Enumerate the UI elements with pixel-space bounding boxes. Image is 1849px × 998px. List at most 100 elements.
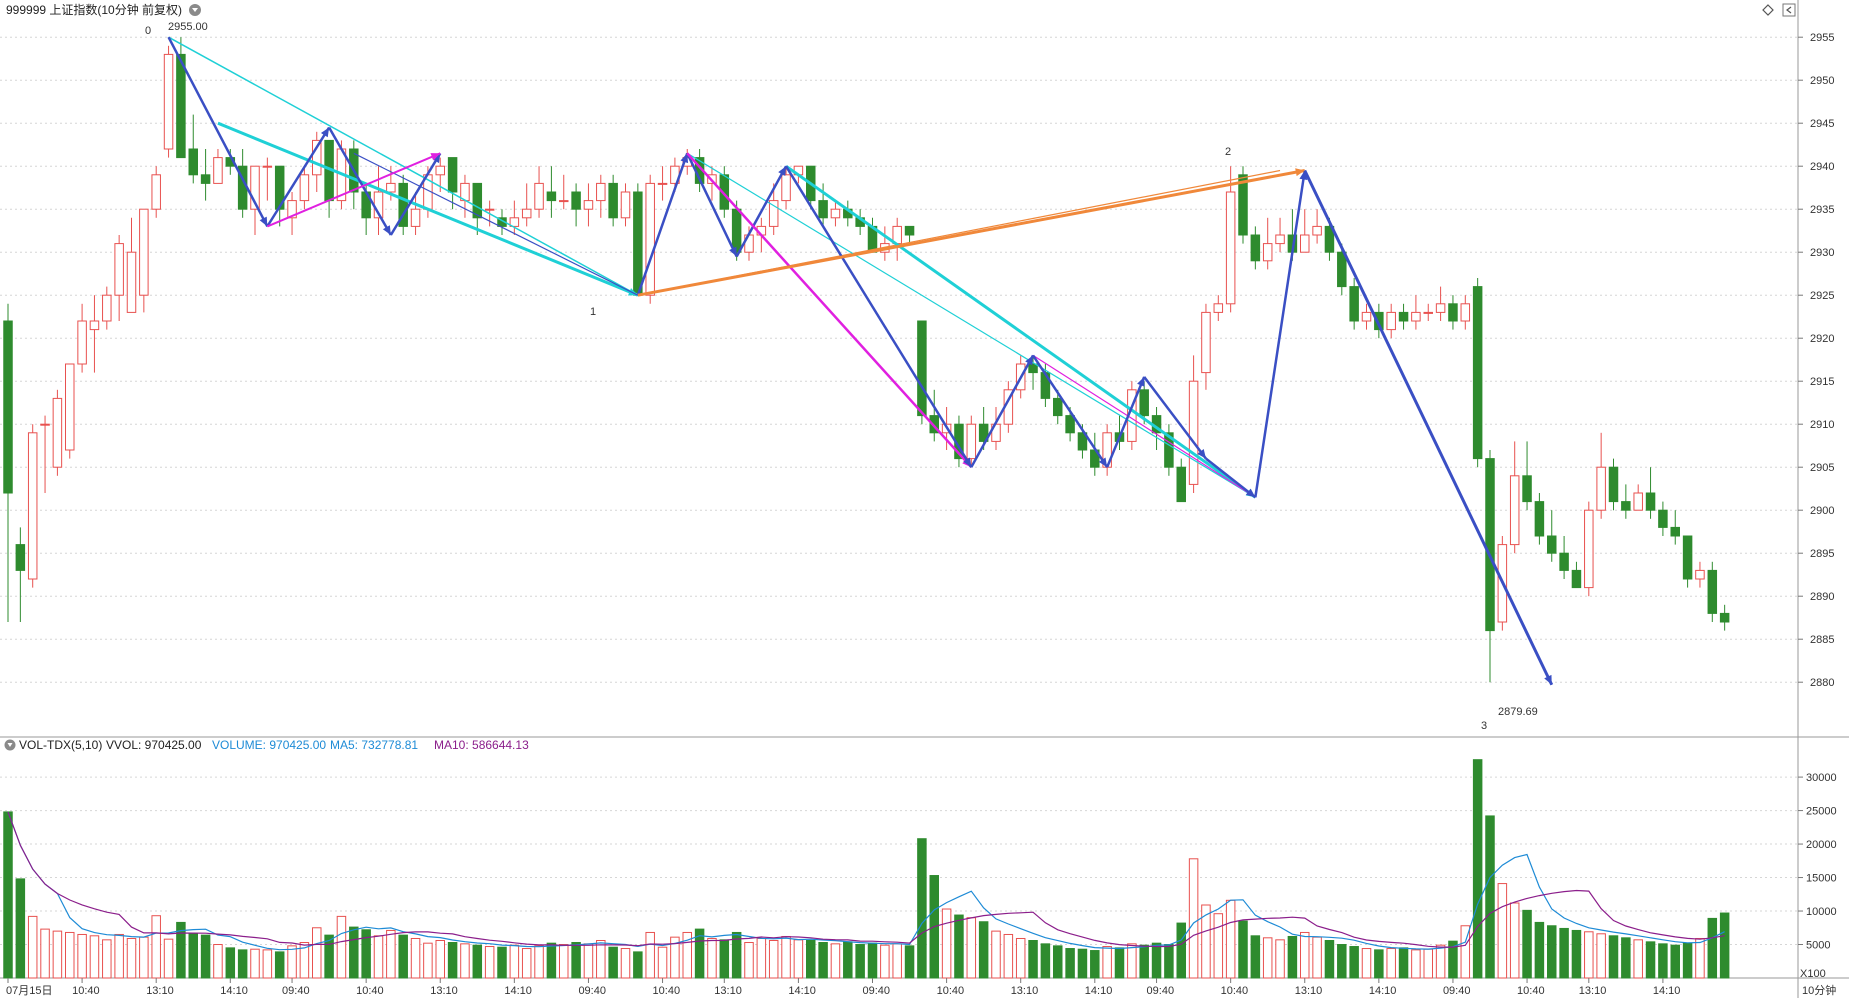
volume-tick-label: 15000 <box>1806 873 1837 885</box>
wave-label-1: 1 <box>590 306 596 318</box>
volume-bar <box>1225 899 1236 979</box>
candle-body <box>126 251 137 313</box>
wave-orange-leg <box>637 169 1306 297</box>
volume-bar <box>410 937 421 979</box>
price-tick-label: 2935 <box>1810 204 1834 216</box>
volume-bar <box>1015 937 1026 979</box>
volume-bar <box>1164 944 1174 979</box>
volume-bar <box>1201 904 1211 979</box>
title-dropdown-icon[interactable] <box>189 4 201 16</box>
volume-bar <box>274 951 285 979</box>
volume-bar <box>620 948 631 979</box>
volume-bar <box>1522 909 1532 979</box>
period-label[interactable]: 10分钟 <box>1802 983 1836 997</box>
volume-bar <box>1114 947 1125 979</box>
wave-orange-leg-arrowhead <box>1295 168 1305 177</box>
candle-body <box>89 320 100 331</box>
volume-bar <box>1262 937 1273 979</box>
wave-blue-leg-arrowhead <box>778 166 787 177</box>
volume-bar <box>139 936 149 979</box>
volume-tick-label: 5000 <box>1806 940 1830 952</box>
time-tick-label: 10:40 <box>72 985 100 997</box>
volume-bar <box>670 936 680 979</box>
wave-blue-leg <box>1205 457 1257 499</box>
volume-bar <box>1497 883 1508 979</box>
candle-body <box>27 432 38 580</box>
candle-body <box>645 182 655 296</box>
candle-body <box>410 208 421 227</box>
volume-bar <box>386 929 396 979</box>
time-tick-label: 13:10 <box>714 985 742 997</box>
diamond-icon[interactable] <box>1762 4 1774 16</box>
volume-bar <box>1534 921 1545 979</box>
candle-body <box>1472 286 1483 460</box>
candle-body <box>77 320 87 365</box>
volume-bar <box>1102 946 1112 979</box>
wave-blue-leg <box>735 165 788 258</box>
ma10-value: MA10: 586644.13 <box>434 738 529 752</box>
wave-blue-leg-arrowhead <box>1544 674 1552 685</box>
volume-bar <box>1077 948 1088 979</box>
volume-bar <box>1324 939 1335 979</box>
candle-body <box>1337 251 1347 288</box>
collapse-icon[interactable] <box>1782 3 1796 17</box>
volume-bar <box>1374 949 1384 979</box>
volume-bar <box>991 930 1001 979</box>
candle-body <box>435 165 445 176</box>
candle-body <box>1188 380 1199 485</box>
volume-bar <box>509 944 520 979</box>
candle-body <box>818 200 828 219</box>
candle-body <box>1707 569 1718 614</box>
time-tick-label: 13:10 <box>430 985 458 997</box>
volume-bar <box>608 946 618 979</box>
wave-label-2: 2 <box>1225 146 1231 158</box>
volume-ma-lines <box>7 811 1725 951</box>
volume-bar <box>176 921 186 979</box>
time-tick-label: 10:40 <box>1221 985 1249 997</box>
candle-body <box>596 182 606 202</box>
candle-body <box>1053 397 1063 417</box>
volume-bar <box>1287 935 1298 979</box>
axes: 2955 2950 2945 2940 2935 2930 2925 2920 2915 2910… <box>6 32 1837 997</box>
volume-bar <box>1645 941 1656 979</box>
volume-bar <box>1682 942 1693 979</box>
volume-bar <box>756 937 767 979</box>
candle-body <box>1238 174 1248 236</box>
volume-bar <box>633 951 643 979</box>
volume-bar <box>188 933 198 979</box>
volume-bar <box>237 949 248 979</box>
volume-bar <box>460 943 470 979</box>
wave-magenta-line <box>1032 354 1256 498</box>
price-tick-label: 2920 <box>1810 333 1834 345</box>
candle-body <box>1250 234 1261 262</box>
wave-label-3: 3 <box>1481 720 1487 732</box>
time-tick-label: 10:40 <box>1517 985 1545 997</box>
candle-body <box>1349 286 1359 322</box>
price-tick-label: 2945 <box>1810 118 1834 130</box>
candle-body <box>1201 311 1211 374</box>
candle-body <box>904 225 915 236</box>
volume-bar <box>435 939 445 979</box>
vvol-value: VVOL: 970425.00 <box>106 738 202 752</box>
volume-bar <box>806 939 816 979</box>
volume-bar <box>1003 933 1014 979</box>
time-tick-label: 13:10 <box>1579 985 1607 997</box>
volume-bar <box>472 944 483 979</box>
volume-bar <box>1127 943 1137 979</box>
time-tick-label: 14:10 <box>1653 985 1681 997</box>
time-tick-label: 14:10 <box>1369 985 1397 997</box>
candle-body <box>40 423 50 426</box>
volume-bar <box>1509 902 1520 979</box>
candle-body <box>1435 303 1446 313</box>
volume-bar <box>287 945 297 979</box>
volume-bar <box>447 942 458 979</box>
candle-body <box>151 174 161 210</box>
price-tick-label: 2930 <box>1810 247 1834 259</box>
candle-body <box>102 294 112 322</box>
volume-bar <box>1300 931 1310 979</box>
volume-bar <box>163 938 174 979</box>
volume-bar <box>1139 944 1149 979</box>
wave-blue-leg-arrowhead <box>1137 376 1145 387</box>
candle-body <box>509 217 520 227</box>
